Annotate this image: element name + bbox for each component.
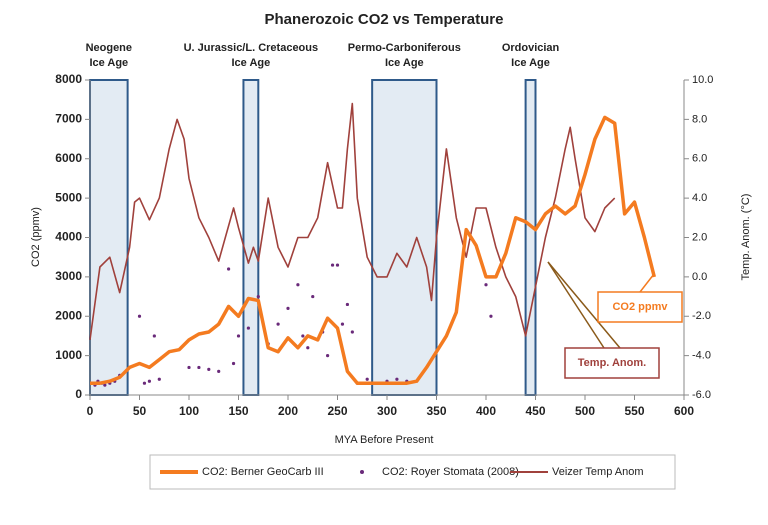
chart-title: Phanerozoic CO2 vs Temperature <box>265 11 504 28</box>
y-tick-label: 1000 <box>55 348 82 362</box>
ice-age-label: Ice Age <box>232 57 271 69</box>
y-tick-label: 4000 <box>55 230 82 244</box>
plot-area <box>85 79 689 400</box>
point <box>152 334 156 338</box>
x-tick-label: 500 <box>575 404 595 418</box>
point <box>137 314 142 318</box>
point <box>147 379 151 383</box>
ice-age-band <box>524 79 537 396</box>
ice-age-label: Permo-Carboniferous <box>348 42 461 54</box>
y2-tick-label: -6.0 <box>692 389 711 401</box>
point <box>142 381 147 385</box>
point <box>197 365 201 370</box>
point <box>326 354 330 358</box>
point <box>227 267 231 271</box>
x-tick-label: 600 <box>674 404 694 418</box>
y2-tick-label: -2.0 <box>692 310 711 322</box>
point <box>231 361 236 366</box>
point <box>286 306 290 310</box>
x-tick-label: 250 <box>327 404 347 418</box>
legend <box>149 454 676 490</box>
x-tick-label: 400 <box>476 404 496 418</box>
point <box>365 377 369 381</box>
legend-label: CO2: Berner GeoCarb III <box>202 466 324 478</box>
y2-tick-label: 4.0 <box>692 192 707 204</box>
y2-axis-title: Temp. Anom. (°C) <box>740 194 752 281</box>
legend-label: Veizer Temp Anom <box>552 466 644 478</box>
point <box>340 322 345 326</box>
x-tick-label: 50 <box>133 404 147 418</box>
point <box>330 263 335 267</box>
ice-age-label: U. Jurassic/L. Cretaceous <box>184 42 319 54</box>
point <box>246 326 250 330</box>
x-tick-label: 350 <box>426 404 446 418</box>
point <box>350 330 354 334</box>
legend-swatch <box>360 470 364 474</box>
point <box>207 367 211 372</box>
ice-age-band <box>89 79 129 396</box>
point <box>236 334 241 338</box>
line <box>89 102 616 341</box>
point <box>256 294 260 299</box>
y-tick-label: 0 <box>75 387 82 401</box>
legend-label: CO2: Royer Stomata (2008) <box>382 466 519 478</box>
x-axis-title: MYA Before Present <box>335 434 434 446</box>
point <box>311 294 315 299</box>
y2-tick-label: 6.0 <box>692 153 707 165</box>
x-tick-label: 0 <box>87 404 94 418</box>
y-tick-label: 2000 <box>55 308 82 322</box>
y2-tick-label: 0.0 <box>692 271 707 283</box>
point <box>296 283 300 287</box>
point <box>306 346 310 350</box>
point <box>187 365 191 370</box>
line <box>90 115 656 385</box>
x-tick-label: 300 <box>377 404 397 418</box>
x-tick-label: 150 <box>228 404 248 418</box>
ice-age-label: Neogene <box>86 42 132 54</box>
ice-age-label: Ordovician <box>502 42 560 54</box>
y-tick-label: 8000 <box>55 72 82 86</box>
annotation-arrow <box>547 261 621 349</box>
ice-age-label: Ice Age <box>385 57 424 69</box>
y-tick-label: 7000 <box>55 112 82 126</box>
annotation-box <box>597 291 683 323</box>
y2-tick-label: -4.0 <box>692 350 711 362</box>
y2-tick-label: 10.0 <box>692 74 713 86</box>
annotation-arrow <box>639 273 655 293</box>
y2-tick-label: 8.0 <box>692 113 707 125</box>
annotation: Temp. Anom. <box>578 357 646 369</box>
point <box>335 263 340 267</box>
y-tick-label: 5000 <box>55 190 82 204</box>
y-tick-label: 6000 <box>55 151 82 165</box>
y-tick-label: 3000 <box>55 269 82 283</box>
y2-tick-label: 2.0 <box>692 231 707 243</box>
point <box>484 283 488 287</box>
point <box>157 377 161 381</box>
ice-age-label: Ice Age <box>89 57 128 69</box>
x-tick-label: 200 <box>278 404 298 418</box>
ice-age-band <box>242 79 260 396</box>
x-tick-label: 550 <box>624 404 644 418</box>
ice-age-label: Ice Age <box>511 57 550 69</box>
point <box>345 302 349 307</box>
annotation: CO2 ppmv <box>612 301 668 313</box>
annotation-box <box>564 347 660 379</box>
x-tick-label: 100 <box>179 404 199 418</box>
y-axis-title: CO2 (ppmv) <box>30 207 42 267</box>
annotation-arrow <box>547 261 605 349</box>
point <box>489 314 493 318</box>
point <box>276 322 280 326</box>
point <box>217 369 221 373</box>
point <box>301 334 305 338</box>
x-tick-label: 450 <box>525 404 545 418</box>
point <box>395 377 399 381</box>
ice-age-band <box>371 79 438 396</box>
point <box>103 383 107 387</box>
